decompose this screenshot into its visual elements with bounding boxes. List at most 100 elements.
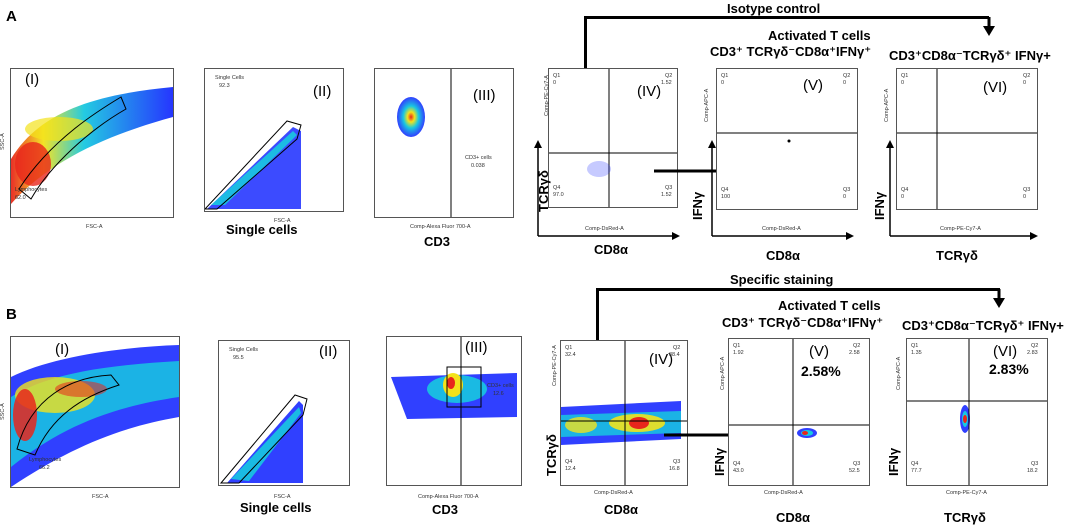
plot-a-vi: (VI) Q1 0 Q2 0 Q4 0 Q3 0	[896, 68, 1038, 210]
subtitle-v-b: CD3⁺ TCRγδ⁻CD8α⁺IFNγ⁺	[722, 315, 884, 330]
gate-name-b-iii: CD3+ cells	[487, 383, 514, 389]
gate-val-b-i: 66.2	[39, 465, 50, 471]
roman-b-ii: (II)	[319, 343, 338, 360]
q4v-b-v: 43.0	[733, 468, 744, 474]
ybig-b-vi: IFNγ	[886, 447, 901, 476]
xlabel-b-vi: Comp-PE-Cy7-A	[946, 490, 987, 496]
q2v-a-iv: 1.52	[661, 80, 672, 86]
activated-title-a: Activated T cells	[768, 28, 871, 43]
q4v-a-vi: 0	[901, 194, 905, 200]
q2-b-iv: Q2	[673, 345, 681, 351]
xlabel-a-v: Comp-DsRed-A	[762, 226, 801, 232]
gate-val-a-ii: 92.3	[219, 83, 230, 89]
q4-a-iv: Q4	[553, 185, 561, 191]
q2-b-v: Q2	[853, 343, 861, 349]
q4v-b-vi: 77.7	[911, 468, 922, 474]
xbig-b-iv: CD8α	[604, 502, 638, 517]
xbig-a-vi: TCRγδ	[936, 248, 978, 263]
q3-a-iv: Q3	[665, 185, 673, 191]
q3v-b-iv: 16.8	[669, 466, 680, 472]
ylabel-a-iv: Comp-PE-Cy7-A	[544, 75, 550, 116]
q3-b-vi: Q3	[1031, 461, 1039, 467]
xlabel-b-ii: FSC-A	[274, 494, 291, 500]
q3-b-v: Q3	[853, 461, 861, 467]
subtitle-v-a: CD3⁺ TCRγδ⁻CD8α⁺IFNγ⁺	[710, 44, 872, 59]
q1v-b-iv: 32.4	[565, 352, 576, 358]
plot-a-iii: (III) CD3+ cells 0.038	[374, 68, 514, 218]
xlabel-a-iii: Comp-Alexa Fluor 700-A	[410, 224, 471, 230]
q3-b-iv: Q3	[673, 459, 681, 465]
pct-b-v: 2.58%	[801, 363, 841, 379]
plot-b-iii: (III) CD3+ cells 12.6	[386, 336, 522, 486]
xlabel-a-vi: Comp-PE-Cy7-A	[940, 226, 981, 232]
below-b-iii: CD3	[432, 502, 459, 517]
plot-a-iv: (IV) Q1 0 Q2 1.52 Q4 97.0 Q3 1.52	[548, 68, 678, 208]
roman-a-vi: (VI)	[983, 79, 1008, 96]
xbig-b-v: CD8α	[776, 510, 810, 525]
xlabel-b-i: FSC-A	[92, 494, 109, 500]
xbig-a-iv: CD8α	[594, 242, 628, 257]
gate-name-a-i: Lymphocytes	[15, 187, 48, 193]
gate-val-a-iii: 0.038	[471, 163, 485, 169]
panel-letter-a: A	[6, 8, 17, 25]
below-a-iii: CD3	[424, 234, 451, 249]
bracket-top-b	[596, 288, 1000, 291]
ylabel-b-v: Comp-APC-A	[720, 356, 726, 390]
q3v-b-v: 52.5	[849, 468, 860, 474]
axes-a-v	[708, 140, 854, 240]
ylabel-b-i: SSC-A	[0, 403, 6, 420]
q1-a-iv: Q1	[553, 73, 561, 79]
q3v-b-vi: 18.2	[1027, 468, 1038, 474]
plot-b-vi: (VI) 2.83% Q1 1.35 Q2 2.83 Q4 77.7 Q3 18…	[906, 338, 1048, 486]
panel-letter-b: B	[6, 306, 17, 323]
plot-a-v: (V) Q1 0 Q2 0 Q4 100 Q3 0	[716, 68, 858, 210]
xlabel-a-i: FSC-A	[86, 224, 103, 230]
xlabel-a-iv: Comp-DsRed-A	[585, 226, 624, 232]
q1-b-v: Q1	[733, 343, 741, 349]
roman-b-iii: (III)	[465, 339, 488, 356]
activated-title-b: Activated T cells	[778, 298, 881, 313]
plot-b-i: (I) Lymphocytes 66.2	[10, 336, 180, 488]
q2v-b-vi: 2.83	[1027, 350, 1038, 356]
xlabel-a-ii: FSC-A	[274, 218, 291, 224]
subtitle-vi-a: CD3⁺CD8α⁻TCRγδ⁺ IFNγ+	[889, 48, 1051, 63]
axes-a-iv	[534, 140, 680, 240]
specific-title: Specific staining	[730, 272, 834, 287]
ylabel-a-i: SSC-A	[0, 133, 6, 150]
subtitle-vi-b: CD3⁺CD8α⁻TCRγδ⁺ IFNγ+	[902, 318, 1064, 333]
gate-name-b-ii: Single Cells	[229, 347, 259, 353]
plot-b-ii: (II) Single Cells 95.5	[218, 340, 350, 486]
ybig-a-v: IFNγ	[690, 191, 705, 220]
q2-b-vi: Q2	[1031, 343, 1039, 349]
q4-b-iv: Q4	[565, 459, 573, 465]
ybig-b-iv: TCRγδ	[544, 434, 559, 476]
q4v-a-iv: 97.0	[553, 192, 564, 198]
roman-b-i: (I)	[55, 341, 70, 358]
roman-b-vi: (VI)	[993, 343, 1018, 360]
roman-a-i: (I)	[25, 71, 40, 88]
xlabel-b-v: Comp-DsRed-A	[764, 490, 803, 496]
q1v-b-v: 1.92	[733, 350, 744, 356]
q2v-b-iv: 38.4	[669, 352, 680, 358]
q1-b-iv: Q1	[565, 345, 573, 351]
q2-a-iv: Q2	[665, 73, 673, 79]
q4v-a-v: 100	[721, 194, 731, 200]
ylabel-a-v: Comp-APC-A	[704, 88, 710, 122]
ylabel-a-vi: Comp-APC-A	[884, 88, 890, 122]
q3v-a-vi: 0	[1023, 194, 1027, 200]
plot-a-ii: (II) Single Cells 92.3	[204, 68, 344, 212]
roman-b-iv: (IV)	[649, 351, 674, 368]
plot-b-v: (V) 2.58% Q1 1.92 Q2 2.58 Q4 43.0 Q3 52.…	[728, 338, 870, 486]
q4-a-vi: Q4	[901, 187, 909, 193]
ylabel-b-vi: Comp-APC-A	[896, 356, 902, 390]
gate-name-b-i: Lymphocytes	[29, 457, 62, 463]
q3v-a-iv: 1.52	[661, 192, 672, 198]
xbig-b-vi: TCRγδ	[944, 510, 986, 525]
q1v-a-vi: 0	[901, 80, 905, 86]
isotype-title: Isotype control	[727, 1, 821, 16]
q1-a-v: Q1	[721, 73, 729, 79]
ybig-a-iv: TCRγδ	[536, 170, 551, 212]
roman-a-iv: (IV)	[637, 83, 662, 100]
xlabel-b-iii: Comp-Alexa Fluor 700-A	[418, 494, 479, 500]
q3v-a-v: 0	[843, 194, 847, 200]
